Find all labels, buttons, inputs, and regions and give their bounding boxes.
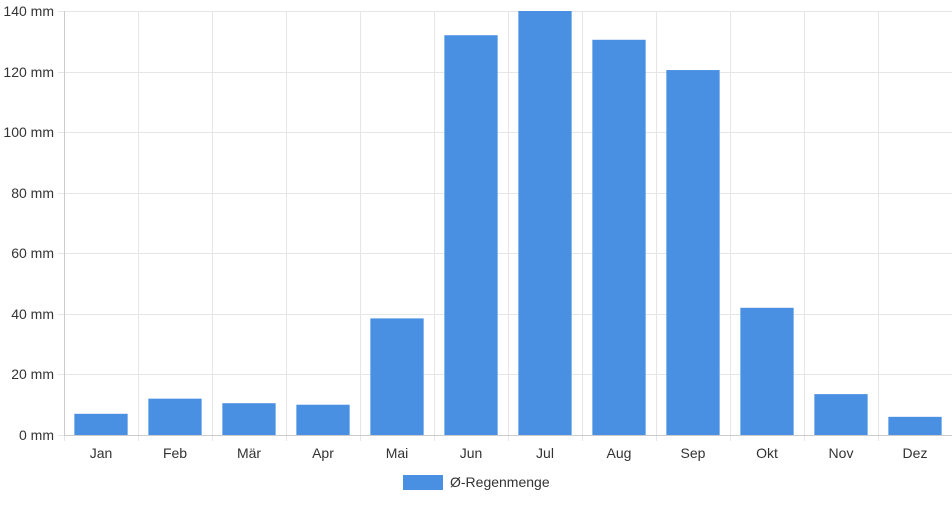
x-tick-label: Aug (607, 445, 632, 461)
x-tick-label: Jul (536, 445, 554, 461)
x-tick-label: Jan (90, 445, 113, 461)
y-tick-label: 0 mm (19, 427, 54, 443)
x-tick-label: Sep (681, 445, 706, 461)
bar-mär[interactable] (222, 403, 276, 435)
legend-label: Ø-Regenmenge (450, 474, 550, 490)
x-tick-label: Nov (829, 445, 854, 461)
x-tick-label: Mär (237, 445, 261, 461)
x-tick-label: Jun (460, 445, 483, 461)
bar-apr[interactable] (296, 404, 350, 435)
grid (58, 11, 952, 441)
y-tick-label: 60 mm (11, 245, 54, 261)
y-tick-label: 80 mm (11, 185, 54, 201)
x-tick-label: Feb (163, 445, 187, 461)
bar-nov[interactable] (814, 394, 868, 435)
bar-feb[interactable] (148, 398, 202, 435)
bar-jun[interactable] (444, 35, 498, 435)
y-tick-label: 20 mm (11, 366, 54, 382)
x-tick-label: Mai (386, 445, 409, 461)
bars (74, 11, 942, 436)
y-tick-label: 120 mm (3, 64, 54, 80)
x-tick-labels: Jan Feb Mär Apr Mai Jun Jul Aug Sep Okt Nov Dez (90, 445, 928, 461)
x-tick-label: Okt (756, 445, 778, 461)
y-tick-label: 100 mm (3, 124, 54, 140)
y-tick-label: 140 mm (3, 3, 54, 19)
bar-okt[interactable] (740, 307, 794, 435)
bar-jan[interactable] (74, 413, 128, 435)
legend-swatch (403, 475, 443, 490)
bar-jul[interactable] (518, 11, 572, 435)
bar-dez[interactable] (888, 416, 942, 435)
x-tick-label: Apr (312, 445, 334, 461)
bar-sep[interactable] (666, 70, 720, 436)
y-tick-labels: 0 mm 20 mm 40 mm 60 mm 80 mm 100 mm 120 mm 140 … (3, 3, 54, 443)
y-tick-label: 40 mm (11, 306, 54, 322)
x-tick-label: Dez (903, 445, 928, 461)
axes (64, 11, 952, 436)
bar-aug[interactable] (592, 39, 646, 436)
legend[interactable]: Ø-Regenmenge (403, 474, 550, 490)
bar-mai[interactable] (370, 318, 424, 435)
